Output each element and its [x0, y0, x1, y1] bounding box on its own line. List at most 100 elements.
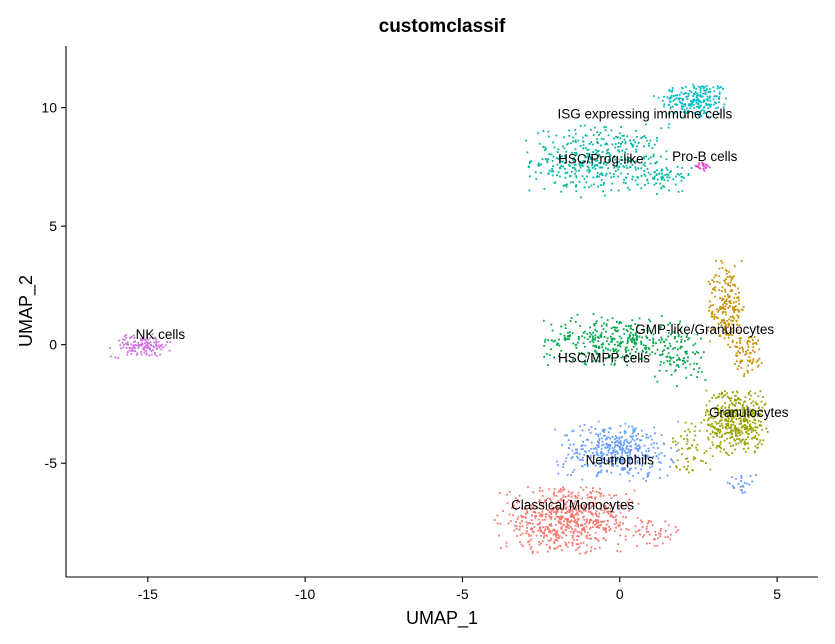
- cell-point: [568, 447, 570, 449]
- cell-point: [120, 347, 122, 350]
- cell-point: [571, 430, 574, 433]
- cell-point: [572, 342, 575, 345]
- cell-point: [679, 468, 681, 471]
- cell-point: [525, 505, 528, 507]
- cell-point: [719, 443, 722, 446]
- cell-point: [574, 163, 577, 166]
- cell-point: [588, 171, 590, 174]
- cell-point: [731, 276, 734, 279]
- cell-point: [710, 416, 713, 419]
- cell-point: [513, 504, 515, 507]
- cell-point: [550, 516, 553, 519]
- cell-point: [160, 348, 163, 351]
- cell-point: [709, 88, 711, 91]
- cell-point: [730, 397, 733, 400]
- cell-point: [540, 530, 542, 532]
- cell-point: [712, 443, 714, 446]
- cell-point: [607, 451, 610, 454]
- cell-point: [673, 112, 676, 115]
- cell-point: [525, 139, 528, 142]
- cell-point: [617, 146, 620, 148]
- cell-point: [724, 322, 726, 324]
- cell-point: [540, 163, 542, 166]
- cell-point: [659, 341, 662, 344]
- cell-point: [603, 336, 606, 338]
- cell-point: [654, 162, 657, 164]
- cluster-label: Granulocytes: [709, 405, 789, 420]
- cell-point: [734, 448, 737, 451]
- cell-point: [713, 287, 716, 289]
- cell-point: [670, 96, 673, 99]
- cell-point: [631, 178, 634, 181]
- cell-point: [586, 494, 589, 496]
- cell-point: [570, 509, 573, 512]
- cell-point: [595, 490, 598, 493]
- cell-point: [551, 174, 554, 177]
- cell-point: [729, 437, 732, 439]
- cell-point: [744, 491, 746, 494]
- cell-point: [538, 512, 541, 514]
- cell-point: [693, 107, 696, 109]
- cell-point: [717, 422, 720, 425]
- cell-point: [584, 444, 587, 447]
- cell-point: [677, 529, 679, 531]
- cell-point: [663, 179, 666, 181]
- cell-point: [554, 339, 557, 342]
- cell-point: [720, 447, 723, 450]
- cell-point: [548, 488, 551, 491]
- cell-point: [583, 124, 586, 127]
- cell-point: [596, 159, 599, 162]
- cell-point: [623, 467, 626, 469]
- cell-point: [137, 347, 140, 349]
- cell-point: [648, 542, 651, 545]
- cell-point: [561, 507, 564, 509]
- cell-point: [626, 167, 629, 169]
- cell-point: [610, 497, 613, 500]
- cell-point: [723, 321, 725, 324]
- cell-point: [624, 516, 627, 519]
- cell-point: [722, 306, 724, 308]
- cell-point: [548, 169, 551, 172]
- cell-point: [718, 112, 721, 115]
- cell-point: [632, 354, 634, 357]
- cell-point: [693, 362, 696, 365]
- cell-point: [592, 338, 595, 341]
- cell-point: [586, 465, 589, 468]
- cell-point: [583, 330, 586, 333]
- cell-point: [565, 534, 568, 537]
- cell-point: [753, 451, 756, 454]
- cell-point: [747, 429, 750, 432]
- cell-point: [609, 349, 612, 352]
- cell-point: [718, 91, 721, 94]
- cell-point: [653, 143, 656, 146]
- cell-point: [666, 179, 669, 182]
- cell-point: [618, 524, 621, 527]
- cell-point: [628, 333, 631, 336]
- cell-point: [603, 162, 605, 165]
- cell-point: [617, 168, 619, 171]
- cell-point: [544, 499, 546, 502]
- cell-point: [594, 164, 597, 167]
- cell-point: [597, 355, 600, 358]
- cell-point: [631, 425, 633, 428]
- cell-point: [730, 415, 732, 418]
- cell-point: [731, 331, 734, 334]
- cell-point: [693, 439, 696, 441]
- cell-point: [574, 507, 577, 509]
- cell-point: [557, 472, 560, 475]
- cell-point: [637, 323, 639, 326]
- cell-point: [721, 405, 724, 408]
- cell-point: [727, 405, 730, 408]
- cell-point: [546, 497, 549, 500]
- cell-point: [600, 325, 603, 327]
- cell-point: [653, 178, 656, 180]
- cell-point: [731, 418, 734, 421]
- cell-point: [614, 435, 617, 438]
- cell-point: [553, 491, 556, 494]
- cell-point: [642, 350, 645, 353]
- cell-point: [609, 507, 612, 510]
- cell-point: [751, 410, 754, 412]
- cell-point: [739, 434, 742, 436]
- cluster-label: ISG expressing immune cells: [557, 106, 732, 121]
- cell-point: [677, 448, 680, 451]
